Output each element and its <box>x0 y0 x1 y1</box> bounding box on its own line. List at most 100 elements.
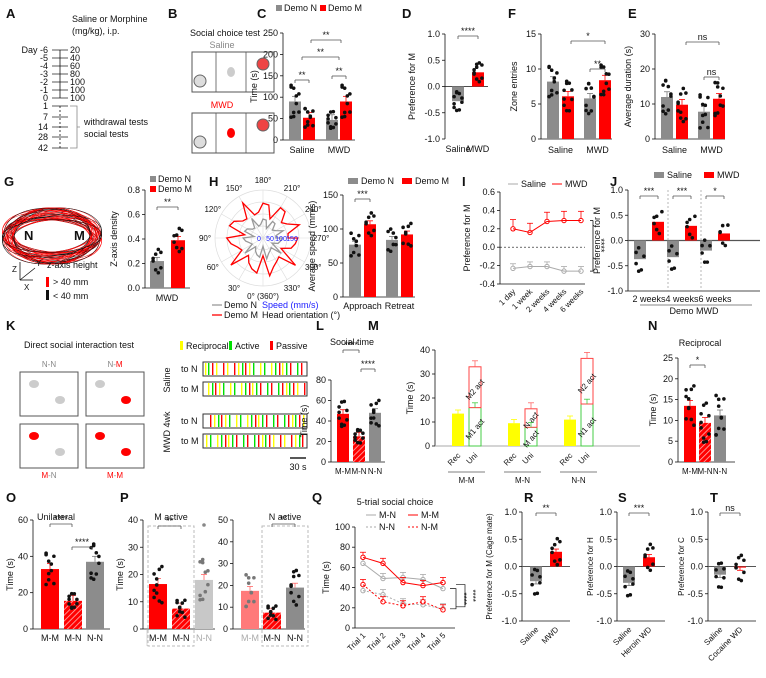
data-point <box>555 536 560 541</box>
data-point <box>634 261 638 266</box>
data-point <box>739 553 744 558</box>
trajectory-path <box>13 213 91 259</box>
group-label: M-M <box>459 476 475 485</box>
data-point <box>570 88 574 92</box>
x-tick-label: M-N <box>65 633 82 643</box>
dose-label: 60 <box>70 61 80 71</box>
data-point <box>345 101 350 106</box>
y-tick-label: 10 <box>640 99 650 109</box>
day-label: -5 <box>40 53 48 63</box>
data-point <box>183 615 187 619</box>
event-bar <box>284 435 286 447</box>
pair-label: M-M <box>107 471 123 480</box>
y-tick-label: 40 <box>340 583 350 593</box>
event-bar <box>210 435 212 447</box>
y-tick-label: 30 <box>420 369 430 379</box>
data-point <box>562 103 566 108</box>
data-point <box>607 87 611 91</box>
y-tick-label: 30 <box>640 29 650 39</box>
radial-tick-label: 150 <box>286 236 298 243</box>
data-point <box>555 71 559 75</box>
y-tick-label: 40 <box>316 416 326 426</box>
bar-reciprocal <box>452 413 464 446</box>
data-point <box>46 559 51 564</box>
data-point <box>460 100 464 105</box>
mouse-icon <box>29 380 39 388</box>
dose-label: 80 <box>70 69 80 79</box>
y-tick-label: 50 <box>268 114 278 124</box>
legend-label: Demo M <box>224 310 258 320</box>
y-tick-label: 20 <box>316 437 326 447</box>
data-point <box>353 438 357 442</box>
trajectory-path <box>12 212 92 260</box>
data-point <box>477 79 482 84</box>
dose-label: 100 <box>70 85 85 95</box>
data-point <box>200 557 205 562</box>
data-point <box>52 581 56 586</box>
legend-swatch <box>402 178 412 184</box>
panel-Q: 5-trial social choice 0 20 40 60 80 100 Time (s… <box>321 497 477 653</box>
pair-label-right: M <box>116 360 123 369</box>
y-tick-label: 10 <box>420 417 430 427</box>
data-point <box>403 230 408 235</box>
data-point <box>719 416 724 420</box>
legend-label: Demo N <box>361 176 394 186</box>
y-tick-label: 5 <box>668 436 673 446</box>
row-label: to N <box>181 416 198 426</box>
data-point <box>349 231 353 236</box>
data-point <box>160 600 164 605</box>
data-point <box>584 103 588 108</box>
y-axis-label: Time (s) <box>405 382 415 415</box>
data-point <box>246 581 251 585</box>
y-tick-label: 0 <box>345 623 350 633</box>
event-bar <box>255 415 257 427</box>
event-bar <box>262 415 264 427</box>
sig-label: * <box>713 186 717 196</box>
data-point <box>180 246 184 251</box>
y-tick-label: 0 <box>425 441 430 451</box>
data-point <box>722 576 726 580</box>
data-point <box>721 86 725 91</box>
data-point <box>355 440 360 445</box>
data-point <box>474 77 479 81</box>
x-tick-label: 2 weeks <box>632 294 666 304</box>
data-point <box>699 420 703 425</box>
y-axis-label: Average speed (mm/s) <box>307 201 317 292</box>
data-point <box>547 64 551 69</box>
data-point <box>667 248 671 253</box>
data-point <box>266 606 270 610</box>
data-point <box>291 599 296 604</box>
y-tick-label: 10 <box>218 602 228 612</box>
trajectory-path <box>6 214 98 258</box>
data-point <box>303 125 307 129</box>
event-bar <box>295 435 297 447</box>
mouse-icon <box>95 380 105 388</box>
x-tick-label: M-N <box>351 467 366 476</box>
bar <box>349 244 361 297</box>
event-bar <box>304 383 306 395</box>
sig-label: **** <box>361 359 376 369</box>
panel-label-O: O <box>6 490 16 505</box>
event-bar <box>299 415 301 427</box>
data-point <box>567 81 572 85</box>
data-point <box>289 590 293 595</box>
data-point <box>558 539 562 544</box>
event-bar <box>273 415 275 427</box>
polar-spoke <box>262 237 305 263</box>
data-point <box>530 582 534 587</box>
event-bar <box>282 383 284 395</box>
data-point <box>699 411 703 416</box>
panel-R: -1.0 -0.5 0.0 0.5 1.0 Preference for M (Cage … <box>485 503 570 647</box>
data-point <box>684 116 688 121</box>
panel-label-Q: Q <box>312 490 322 505</box>
protocol-subtitle: (mg/kg), i.p. <box>72 26 120 36</box>
y-tick-label: 0.0 <box>427 82 440 92</box>
event-bar <box>277 415 279 427</box>
x-tick-label: M-N <box>173 633 190 643</box>
data-point <box>160 564 164 569</box>
data-point <box>67 594 71 599</box>
data-point <box>535 568 540 573</box>
demo-N-trace <box>241 217 286 262</box>
data-point <box>409 221 413 226</box>
